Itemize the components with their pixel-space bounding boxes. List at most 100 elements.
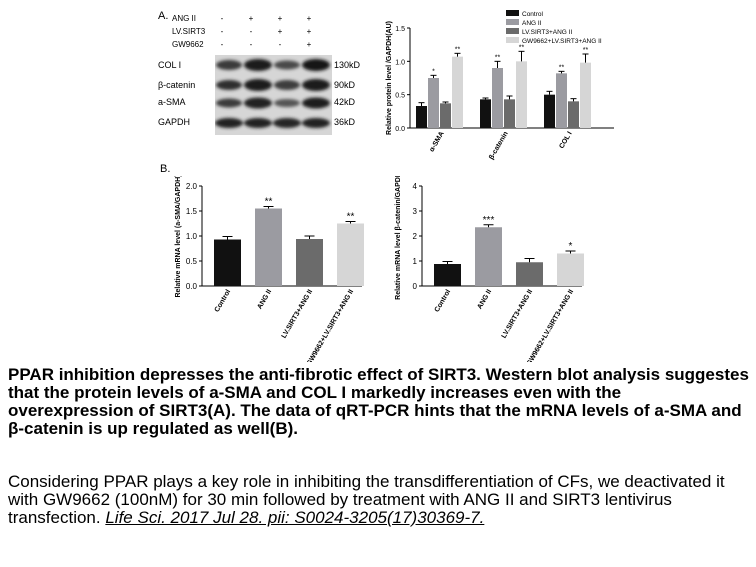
treatment-sign: - [249, 27, 253, 36]
treatment-sign: - [220, 27, 224, 36]
legend-swatch [506, 10, 519, 16]
treatment-label: ANG II [172, 14, 197, 23]
y-axis-label: Relative protein level /GAPDH(AU) [386, 21, 393, 135]
category-label: GW9662+LV.SIRT3+ANG II [526, 288, 575, 362]
bar [580, 62, 591, 128]
figure-caption-bold: PPAR inhibition depresses the anti-fibro… [8, 365, 749, 438]
significance-mark: ** [347, 212, 355, 223]
y-tick-label: 1 [413, 257, 418, 266]
y-tick-label: 1.0 [395, 59, 405, 66]
y-tick-label: 2.0 [186, 182, 198, 191]
treatment-sign: - [220, 14, 224, 23]
bar [416, 106, 427, 128]
significance-mark: ** [519, 44, 525, 51]
legend-label: LV.SIRT3+ANG II [522, 29, 572, 36]
band-kd: 36kD [334, 117, 356, 127]
treatment-sign: + [306, 27, 312, 36]
category-label: GW9662+LV.SIRT3+ANG II [306, 288, 355, 362]
significance-mark: ** [559, 64, 565, 71]
bar [434, 264, 461, 286]
y-axis-label: Relative mRNA level (a-SMA/GAPDH) [175, 176, 182, 298]
y-tick-label: 0.0 [186, 282, 198, 291]
y-tick-label: 3 [413, 207, 418, 216]
y-tick-label: 1.5 [395, 26, 405, 33]
treatment-label: GW9662 [172, 40, 204, 49]
significance-mark: * [432, 68, 435, 75]
category-label: COL I [558, 130, 573, 150]
significance-mark: ** [583, 47, 589, 54]
bar [255, 208, 282, 286]
y-axis-label: Relative mRNA level β-catenin/GAPDH [395, 176, 402, 300]
bar [516, 262, 543, 286]
bar [568, 101, 579, 128]
category-label: Control [214, 288, 233, 313]
legend-swatch [506, 28, 519, 34]
y-tick-label: 4 [413, 182, 418, 191]
bar [544, 94, 555, 128]
band-kd: 90kD [334, 80, 356, 90]
y-tick-label: 1.5 [186, 207, 198, 216]
legend-swatch [506, 37, 519, 43]
bar [475, 227, 502, 286]
treatment-sign: + [306, 14, 312, 23]
category-label: ANG II [476, 288, 493, 310]
legend-label: GW9662+LV.SIRT3+ANG II [522, 38, 602, 45]
bar [480, 99, 491, 128]
panel-b-letter: B. [160, 163, 171, 175]
figure-caption-body: Considering PPAR plays a key role in inh… [8, 473, 750, 527]
significance-mark: * [569, 241, 573, 252]
bar [492, 68, 503, 128]
bar [504, 99, 515, 128]
y-tick-label: 0.5 [186, 257, 198, 266]
legend-label: ANG II [522, 20, 542, 27]
panel-a-letter: A. [158, 10, 169, 22]
treatment-sign: - [278, 40, 282, 49]
band-kd: 42kD [334, 97, 356, 107]
bar [452, 56, 463, 128]
significance-mark: ** [495, 54, 501, 61]
band-label: GAPDH [158, 117, 191, 127]
category-label: Control [434, 288, 453, 313]
treatment-sign: + [248, 14, 254, 23]
category-label: β-catenin [488, 131, 510, 161]
band-kd: 130kD [334, 60, 361, 70]
bar [556, 73, 567, 128]
category-label: α-SMA [429, 131, 446, 154]
bar [440, 103, 451, 128]
treatment-label: LV.SIRT3 [172, 27, 206, 36]
treatment-sign: - [249, 40, 253, 49]
treatment-sign: + [277, 14, 283, 23]
beta-catenin-mrna-chart: 0 1 2 3 4 Relative mRNA level β-catenin/GAPDH… [395, 176, 584, 362]
bar [296, 239, 323, 286]
citation-link[interactable]: Life Sci. 2017 Jul 28. pii: S0024-3205(1… [105, 508, 485, 527]
y-tick-label: 1.0 [186, 232, 198, 241]
treatment-sign: + [306, 40, 312, 49]
bar [428, 78, 439, 128]
significance-mark: ** [455, 46, 461, 53]
significance-mark: *** [483, 215, 495, 226]
bar [557, 253, 584, 286]
legend-label: Control [522, 11, 544, 18]
y-tick-label: 0.5 [395, 93, 405, 100]
treatment-sign: + [277, 27, 283, 36]
band-label: a-SMA [158, 97, 186, 107]
y-tick-label: 0 [413, 282, 418, 291]
bar [516, 61, 527, 129]
y-tick-label: 2 [413, 232, 418, 241]
category-label: LV.SIRT3+ANG II [281, 288, 315, 339]
asma-mrna-chart: 0.0 0.5 1.0 1.5 2.0 Relative mRNA level (a-SM… [175, 176, 364, 362]
category-label: ANG II [256, 288, 273, 310]
western-blot-image [215, 55, 332, 135]
bar [337, 223, 364, 286]
band-label: β-catenin [158, 80, 196, 90]
caption-text: Considering PPAR plays a key role in inh… [8, 472, 725, 527]
bar [214, 239, 241, 286]
legend-swatch [506, 19, 519, 25]
category-label: LV.SIRT3+ANG II [501, 288, 535, 339]
treatment-sign: - [220, 40, 224, 49]
band-label: COL I [158, 60, 182, 70]
significance-mark: ** [265, 197, 273, 208]
y-tick-label: 0.0 [395, 126, 405, 133]
blot-bands [215, 55, 332, 135]
